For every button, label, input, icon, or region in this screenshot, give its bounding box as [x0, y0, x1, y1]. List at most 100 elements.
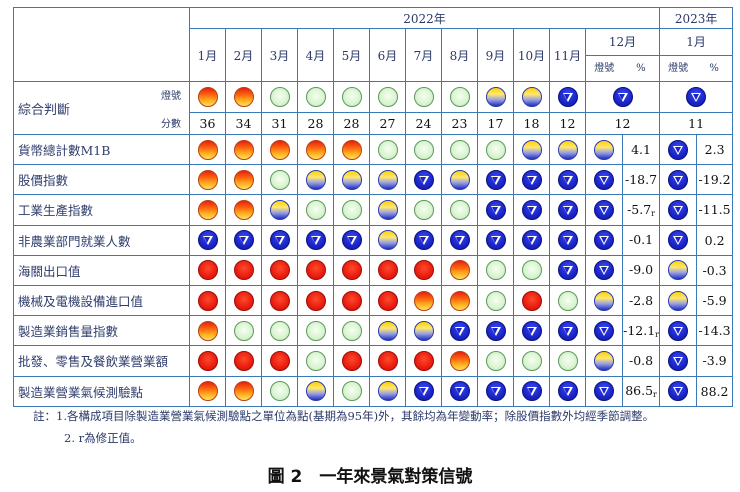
- blue-signal-light: [594, 230, 614, 251]
- dec-signal-sub: 燈號: [594, 63, 615, 74]
- red-signal-light: [269, 350, 290, 371]
- green-signal-light: [341, 87, 362, 107]
- signal-cell: [369, 345, 406, 377]
- yellow-red-signal-light: [269, 139, 290, 160]
- blue-signal-light: [197, 230, 218, 251]
- blue-signal-light: [557, 320, 578, 341]
- yellow-blue-signal-light: [521, 139, 542, 160]
- signal-cell: [369, 164, 406, 196]
- indicator-row: 機械及電機設備進口值 -2.8 -5.9: [13, 284, 734, 317]
- yellow-red-signal-light: [197, 139, 218, 160]
- signal-cell: [261, 345, 298, 377]
- month-header: 6月: [369, 28, 406, 82]
- blue-signal-light: [594, 169, 614, 190]
- composite-score-cell: 24: [405, 112, 442, 135]
- indicator-row: 工業生產指數 -5.7r -11.5: [13, 194, 734, 226]
- signal-cell: [477, 164, 514, 196]
- blue-signal-light: [521, 230, 542, 251]
- red-signal-light: [521, 290, 542, 311]
- dec-pct-cell: -18.7: [621, 164, 661, 196]
- signal-cell: [405, 133, 442, 166]
- green-signal-light: [485, 260, 506, 281]
- signal-cell: [549, 254, 586, 286]
- blue-signal-light: [612, 87, 633, 107]
- signal-cell: [585, 164, 623, 196]
- composite-signal-cell: [584, 81, 661, 113]
- month-header: 10月: [513, 28, 550, 82]
- month-header: 8月: [441, 28, 478, 82]
- signal-cell: [549, 375, 586, 407]
- signal-cell: [477, 194, 514, 226]
- dec-pct-cell: -5.7r: [621, 194, 661, 226]
- composite-label-cell: 綜合判斷 燈號 分數: [13, 81, 190, 135]
- red-signal-light: [341, 350, 362, 371]
- signal-cell: [261, 164, 298, 196]
- month-header: 3月: [261, 28, 298, 82]
- jan-pct-cell: -11.5: [696, 194, 734, 226]
- yellow-blue-signal-light: [377, 230, 398, 251]
- indicator-row: 非農業部門就業人數 -0.1 0.2: [13, 224, 734, 256]
- yellow-blue-signal-light: [521, 87, 542, 107]
- blue-signal-light: [413, 230, 434, 251]
- blue-signal-light: [485, 381, 506, 402]
- red-signal-light: [341, 290, 362, 311]
- composite-signal-cell: [225, 81, 262, 113]
- blue-signal-light: [557, 87, 578, 107]
- jan-pct-sub: %: [709, 63, 719, 74]
- signal-cell: [405, 164, 442, 196]
- jan-pct-cell: -3.9: [696, 345, 734, 377]
- blue-signal-light: [521, 381, 542, 402]
- green-signal-light: [269, 169, 290, 190]
- jan-pct-cell: -0.3: [696, 254, 734, 286]
- signal-cell: [261, 194, 298, 226]
- signal-cell: [513, 194, 550, 226]
- red-signal-light: [233, 290, 254, 311]
- red-signal-light: [377, 350, 398, 371]
- signal-cell: [477, 375, 514, 407]
- figure-caption: 圖 2 一年來景氣對策信號: [267, 467, 473, 487]
- signal-cell: [659, 345, 698, 377]
- signal-cell: [189, 345, 226, 377]
- yellow-blue-signal-light: [305, 381, 326, 402]
- green-signal-light: [449, 199, 470, 220]
- composite-signal-cell: [513, 81, 550, 113]
- signal-cell: [369, 194, 406, 226]
- jan-pct-cell: -19.2: [696, 164, 734, 196]
- blue-signal-light: [557, 230, 578, 251]
- yellow-red-signal-light: [233, 381, 254, 402]
- signal-cell: [441, 194, 478, 226]
- composite-signal-cell: [297, 81, 334, 113]
- signal-cell: [405, 224, 442, 256]
- green-signal-light: [485, 290, 506, 311]
- signal-cell: [441, 224, 478, 256]
- signal-cell: [333, 254, 370, 286]
- yellow-blue-signal-light: [594, 290, 614, 311]
- blue-signal-light: [668, 199, 689, 220]
- blue-signal-light: [521, 169, 542, 190]
- signal-cell: [513, 284, 550, 317]
- blue-signal-light: [557, 169, 578, 190]
- blue-signal-light: [594, 199, 614, 220]
- signal-cell: [659, 194, 698, 226]
- signal-cell: [333, 345, 370, 377]
- yellow-blue-signal-light: [269, 199, 290, 220]
- yellow-blue-signal-light: [449, 169, 470, 190]
- revised-marker: r: [653, 390, 657, 400]
- signal-cell: [441, 284, 478, 317]
- composite-score-cell: 18: [513, 112, 550, 135]
- red-signal-light: [197, 290, 218, 311]
- green-signal-light: [557, 290, 578, 311]
- indicator-label: 非農業部門就業人數: [13, 224, 190, 256]
- indicator-row: 貨幣總計數M1B 4.1 2.3: [13, 133, 734, 166]
- yellow-red-signal-light: [233, 169, 254, 190]
- indicator-label: 批發、零售及餐飲業營業額: [13, 345, 190, 377]
- composite-score-cell: 31: [261, 112, 298, 135]
- signal-cell: [297, 164, 334, 196]
- blue-signal-light: [557, 260, 578, 281]
- signal-cell: [513, 315, 550, 347]
- indicator-label: 製造業銷售量指數: [13, 315, 190, 347]
- month-header: 2月: [225, 28, 262, 82]
- blue-signal-light: [449, 230, 470, 251]
- signal-cell: [297, 224, 334, 256]
- signal-cell: [261, 315, 298, 347]
